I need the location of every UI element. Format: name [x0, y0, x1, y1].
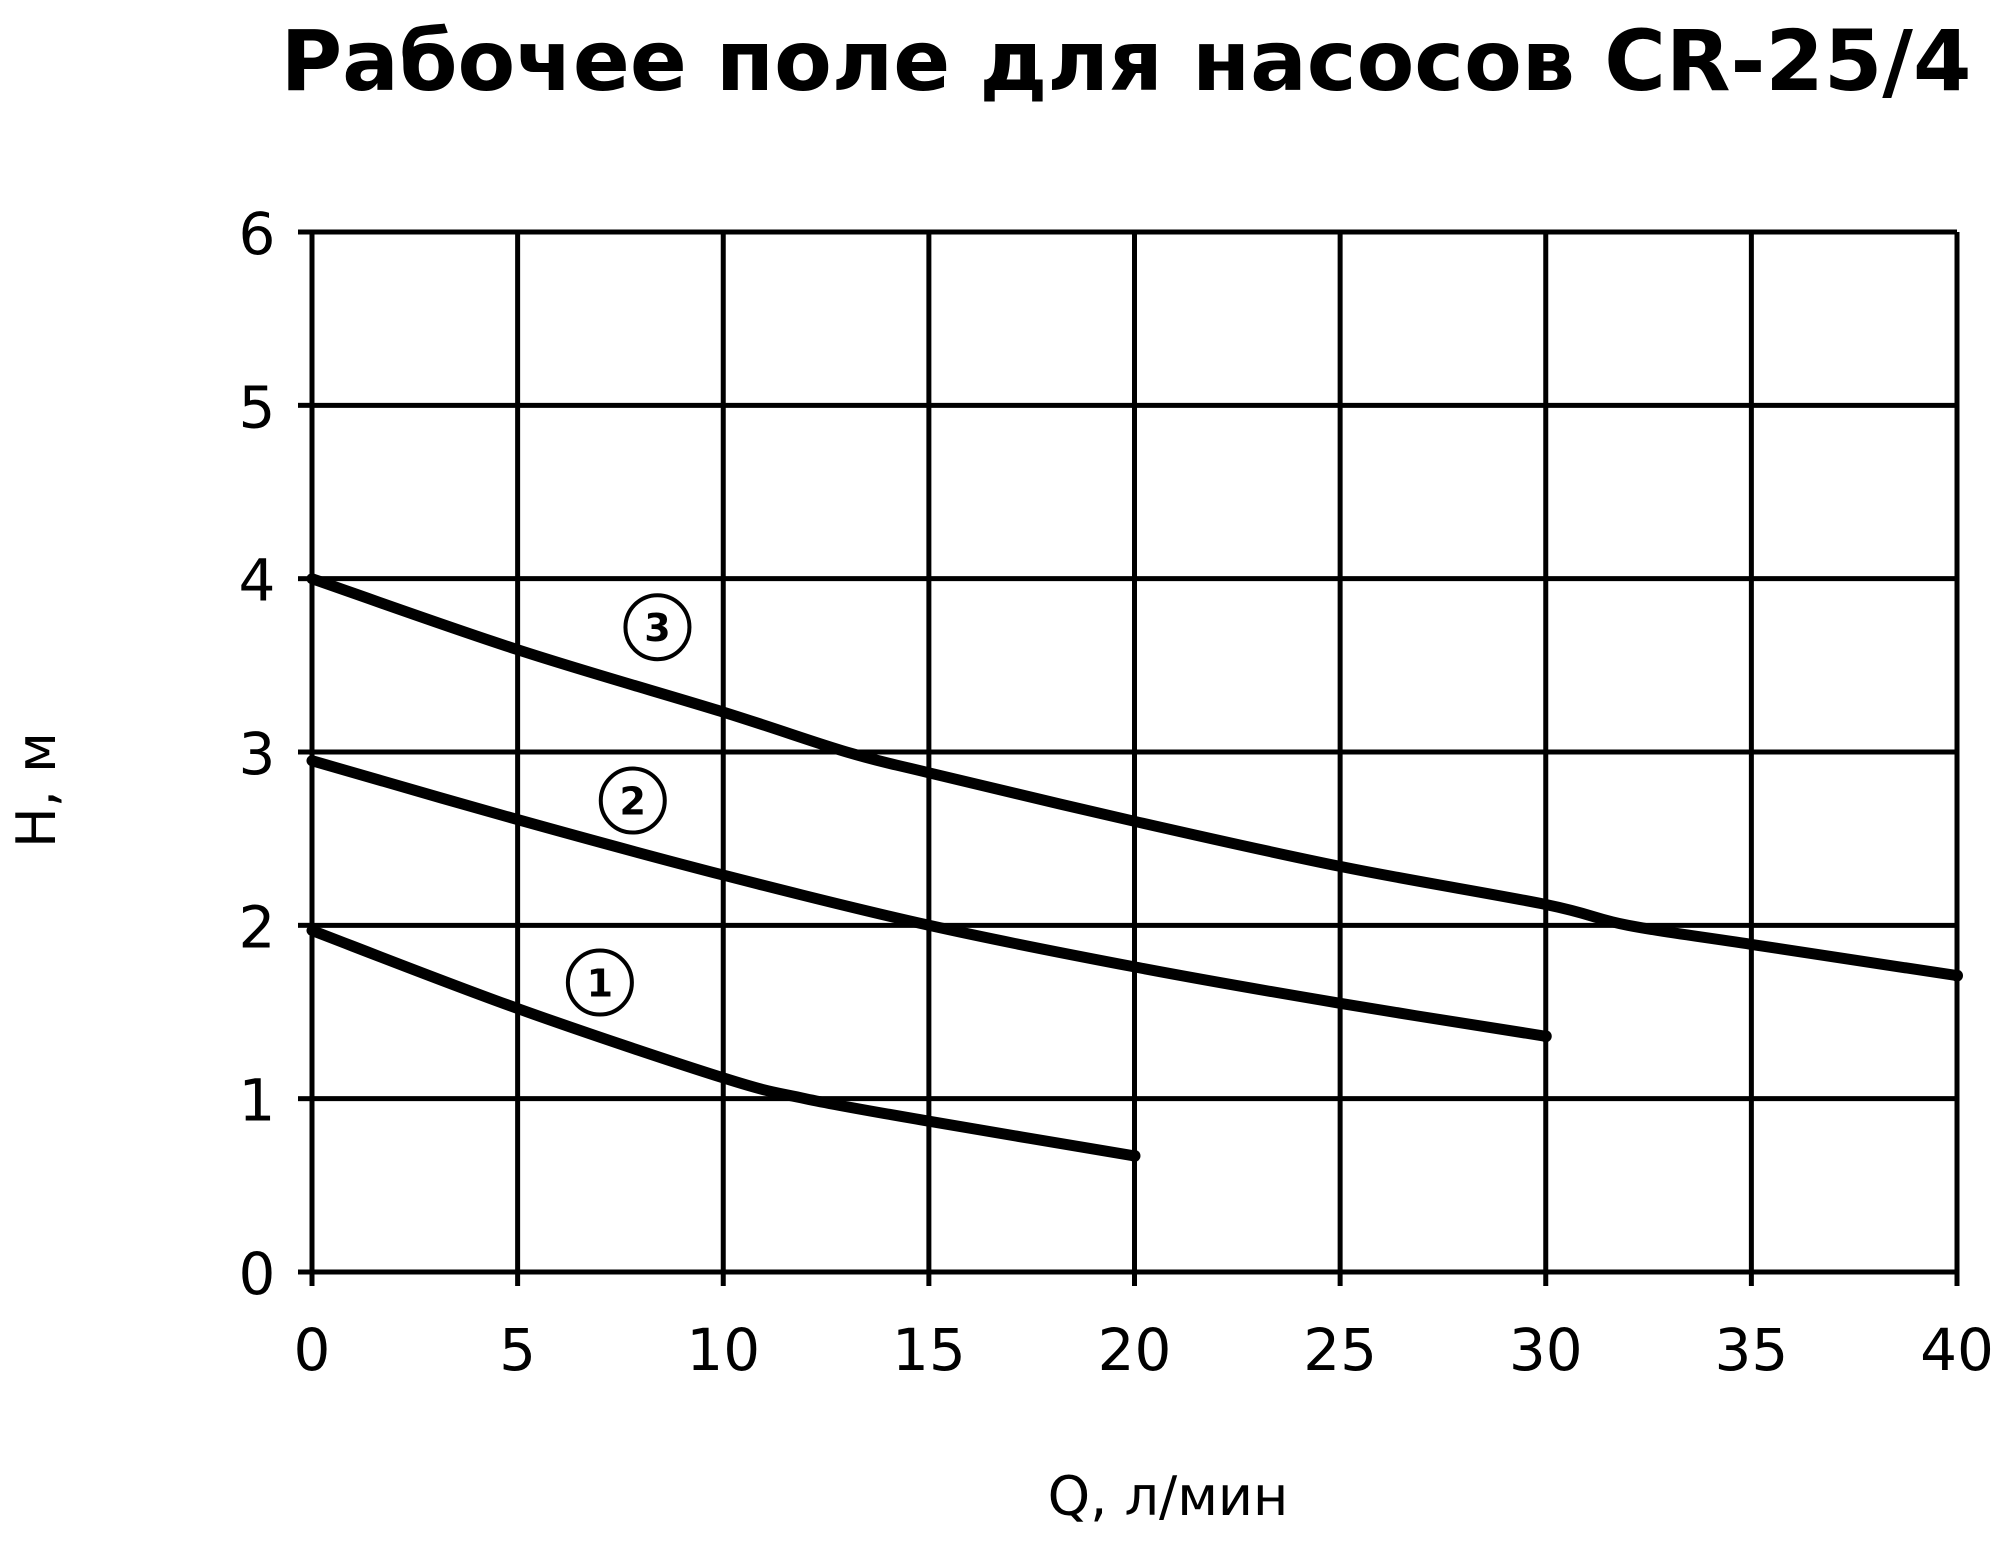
series-label-marker-3: 3 [623, 593, 692, 662]
y-tick-label-2: 2 [239, 893, 276, 961]
y-tick-label-5: 5 [239, 373, 276, 441]
series-line-1 [306, 925, 1140, 1162]
y-tick-label-0: 0 [239, 1240, 276, 1308]
x-tick-label-5: 25 [1303, 1316, 1377, 1384]
series-label-marker-2: 2 [598, 766, 667, 835]
series-label-marker-1: 1 [565, 948, 634, 1017]
series-end-point-1 [1128, 1149, 1141, 1162]
y-tick-label-3: 3 [239, 720, 276, 788]
series-end-point-3 [1951, 969, 1963, 982]
series-label-text-2: 2 [620, 780, 646, 824]
x-tick-label-4: 20 [1098, 1316, 1172, 1384]
series-markers: 1 2 3 [565, 593, 692, 1017]
series-label-text-1: 1 [587, 962, 613, 1006]
series-label-circle-1 [565, 948, 634, 1017]
x-tick-label-2: 10 [686, 1316, 760, 1384]
grid [309, 229, 1960, 1275]
x-tick-label-1: 5 [499, 1316, 536, 1384]
x-tick-label-0: 0 [294, 1316, 331, 1384]
y-tick-label-4: 4 [239, 547, 276, 615]
y-tick-label-6: 6 [239, 200, 276, 268]
x-axis-label: Q, л/мин [1048, 1465, 1289, 1528]
y-tick-label-1: 1 [239, 1067, 276, 1135]
axis-ticks: 0 5 10 15 20 25 30 35 40 0 1 2 3 4 5 6 [239, 200, 1994, 1384]
series-label-circle-3 [623, 593, 692, 662]
series-end-point-2 [1539, 1030, 1552, 1043]
x-tick-label-3: 15 [892, 1316, 966, 1384]
series-line-3 [306, 573, 1963, 982]
series-line-2 [306, 755, 1552, 1042]
series-label-circle-2 [598, 766, 667, 835]
series-label-text-3: 3 [644, 606, 670, 650]
y-axis-label: H, м [5, 732, 68, 848]
x-tick-label-8: 40 [1920, 1316, 1994, 1384]
x-tick-label-7: 35 [1714, 1316, 1788, 1384]
x-tick-label-6: 30 [1509, 1316, 1583, 1384]
chart-title: Рабочее поле для насосов CR-25/4 [281, 12, 1972, 110]
series-group [306, 573, 1963, 1162]
